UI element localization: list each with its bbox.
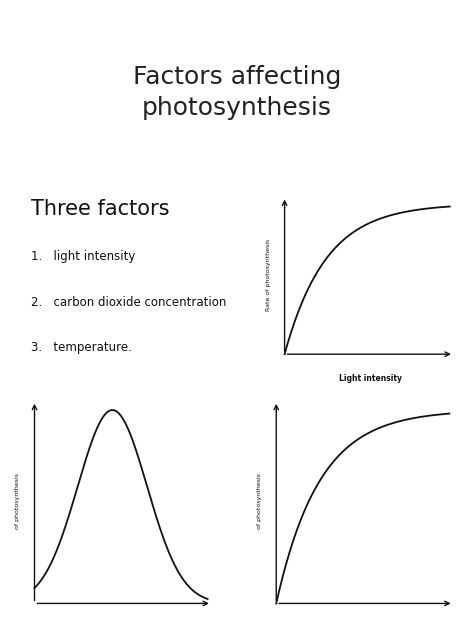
Text: Rate of photosynthesis: Rate of photosynthesis	[266, 238, 271, 311]
Text: of photosynthesis: of photosynthesis	[15, 473, 20, 529]
Text: of photosynthesis: of photosynthesis	[257, 473, 262, 529]
Text: 3.   temperature.: 3. temperature.	[31, 341, 132, 355]
Text: 1.   light intensity: 1. light intensity	[31, 250, 135, 264]
Text: 2.   carbon dioxide concentration: 2. carbon dioxide concentration	[31, 296, 226, 309]
Text: Factors affecting
photosynthesis: Factors affecting photosynthesis	[133, 65, 341, 119]
Text: Three factors: Three factors	[31, 199, 169, 219]
Text: Light intensity: Light intensity	[339, 374, 401, 382]
